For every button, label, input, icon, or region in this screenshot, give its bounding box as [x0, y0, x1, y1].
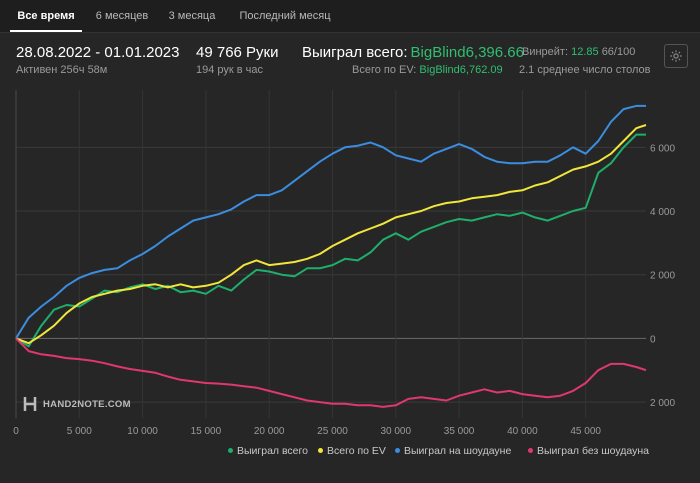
x-tick-label: 40 000 — [507, 426, 538, 437]
x-tick-label: 15 000 — [191, 426, 222, 437]
ev-value: BigBlind6,762.09 — [419, 64, 503, 76]
tab-3-months[interactable]: 3 месяца — [168, 10, 216, 22]
active-time: Активен 256ч 58м — [16, 64, 108, 76]
series-line-ev — [15, 124, 647, 345]
x-tick-label: 0 — [13, 426, 19, 437]
legend-label-won-total: Выиграл всего — [237, 445, 308, 457]
avg-tables: 2.1 среднее число столов — [519, 64, 651, 76]
legend-showdown[interactable]: Выиграл на шоудауне — [395, 445, 511, 457]
profit-graph-svg: 2 000 0 2 000 4 000 6 000 0 5 000 10 000 15 000 2… — [13, 90, 675, 437]
legend-won-total[interactable]: Выиграл всего — [228, 445, 308, 457]
won-total-value: BigBlind6,396.66 — [410, 44, 524, 61]
hand2note-logo-icon — [23, 397, 37, 411]
x-tick-label: 35 000 — [444, 426, 475, 437]
hands-count: 49 766 Руки — [196, 44, 279, 61]
hands-per-hour: 194 рук в час — [196, 64, 264, 76]
winrate-unit: 66/100 — [601, 46, 636, 58]
y-tick-label: 6 000 — [650, 143, 675, 154]
tab-last-month[interactable]: Последний месяц — [239, 10, 331, 22]
winrate: Винрейт: 12.85 66/100 — [522, 46, 635, 58]
won-total-label: Выиграл всего: — [302, 44, 408, 61]
y-tick-label: 2 000 — [650, 398, 675, 409]
series-line-non-showdown — [15, 337, 647, 408]
legend-dot-showdown — [395, 447, 400, 453]
logo-text: HAND2NOTE.COM — [43, 398, 131, 410]
hand2note-logo: HAND2NOTE.COM — [22, 396, 131, 412]
x-tick-label: 10 000 — [127, 426, 158, 437]
series-line-showdown — [15, 104, 646, 339]
x-tick-label: 30 000 — [380, 426, 411, 437]
legend-dot-won-total — [228, 447, 233, 453]
won-total: Выиграл всего: BigBlind6,396.66 — [302, 44, 524, 61]
legend-label-ev: Всего по EV — [327, 445, 386, 457]
winrate-label: Винрейт: — [522, 46, 569, 58]
profit-chart: 2 000 0 2 000 4 000 6 000 0 5 000 10 000 15 000 2… — [0, 82, 700, 478]
winrate-value: 12.85 — [571, 46, 599, 58]
period-tabs: Все время 6 месяцев 3 месяца Последний м… — [0, 0, 700, 33]
x-tick-label: 45 000 — [570, 426, 601, 437]
y-tick-label: 2 000 — [650, 271, 675, 282]
legend-label-showdown: Выиграл на шоудауне — [404, 445, 512, 457]
series-line-won-total — [15, 133, 646, 348]
legend-dot-non-showdown — [528, 447, 533, 453]
legend-label-non-showdown: Выиграл без шоудауна — [537, 445, 649, 457]
y-tick-label: 4 000 — [650, 207, 675, 218]
legend-dot-ev — [318, 447, 323, 453]
date-range: 28.08.2022 - 01.01.2023 — [16, 44, 180, 61]
legend-non-showdown[interactable]: Выиграл без шоудауна — [528, 445, 649, 457]
settings-button[interactable] — [664, 44, 688, 68]
x-tick-label: 5 000 — [67, 426, 92, 437]
gear-icon — [670, 50, 682, 62]
ev-total: Всего по EV: BigBlind6,762.09 — [352, 64, 503, 76]
ev-label: Всего по EV: — [352, 64, 417, 76]
tab-all-time[interactable]: Все время — [10, 0, 82, 32]
x-tick-label: 20 000 — [254, 426, 285, 437]
legend-ev[interactable]: Всего по EV — [318, 445, 386, 457]
tab-6-months[interactable]: 6 месяцев — [95, 10, 149, 22]
y-tick-label: 0 — [650, 334, 656, 345]
x-tick-label: 25 000 — [317, 426, 348, 437]
